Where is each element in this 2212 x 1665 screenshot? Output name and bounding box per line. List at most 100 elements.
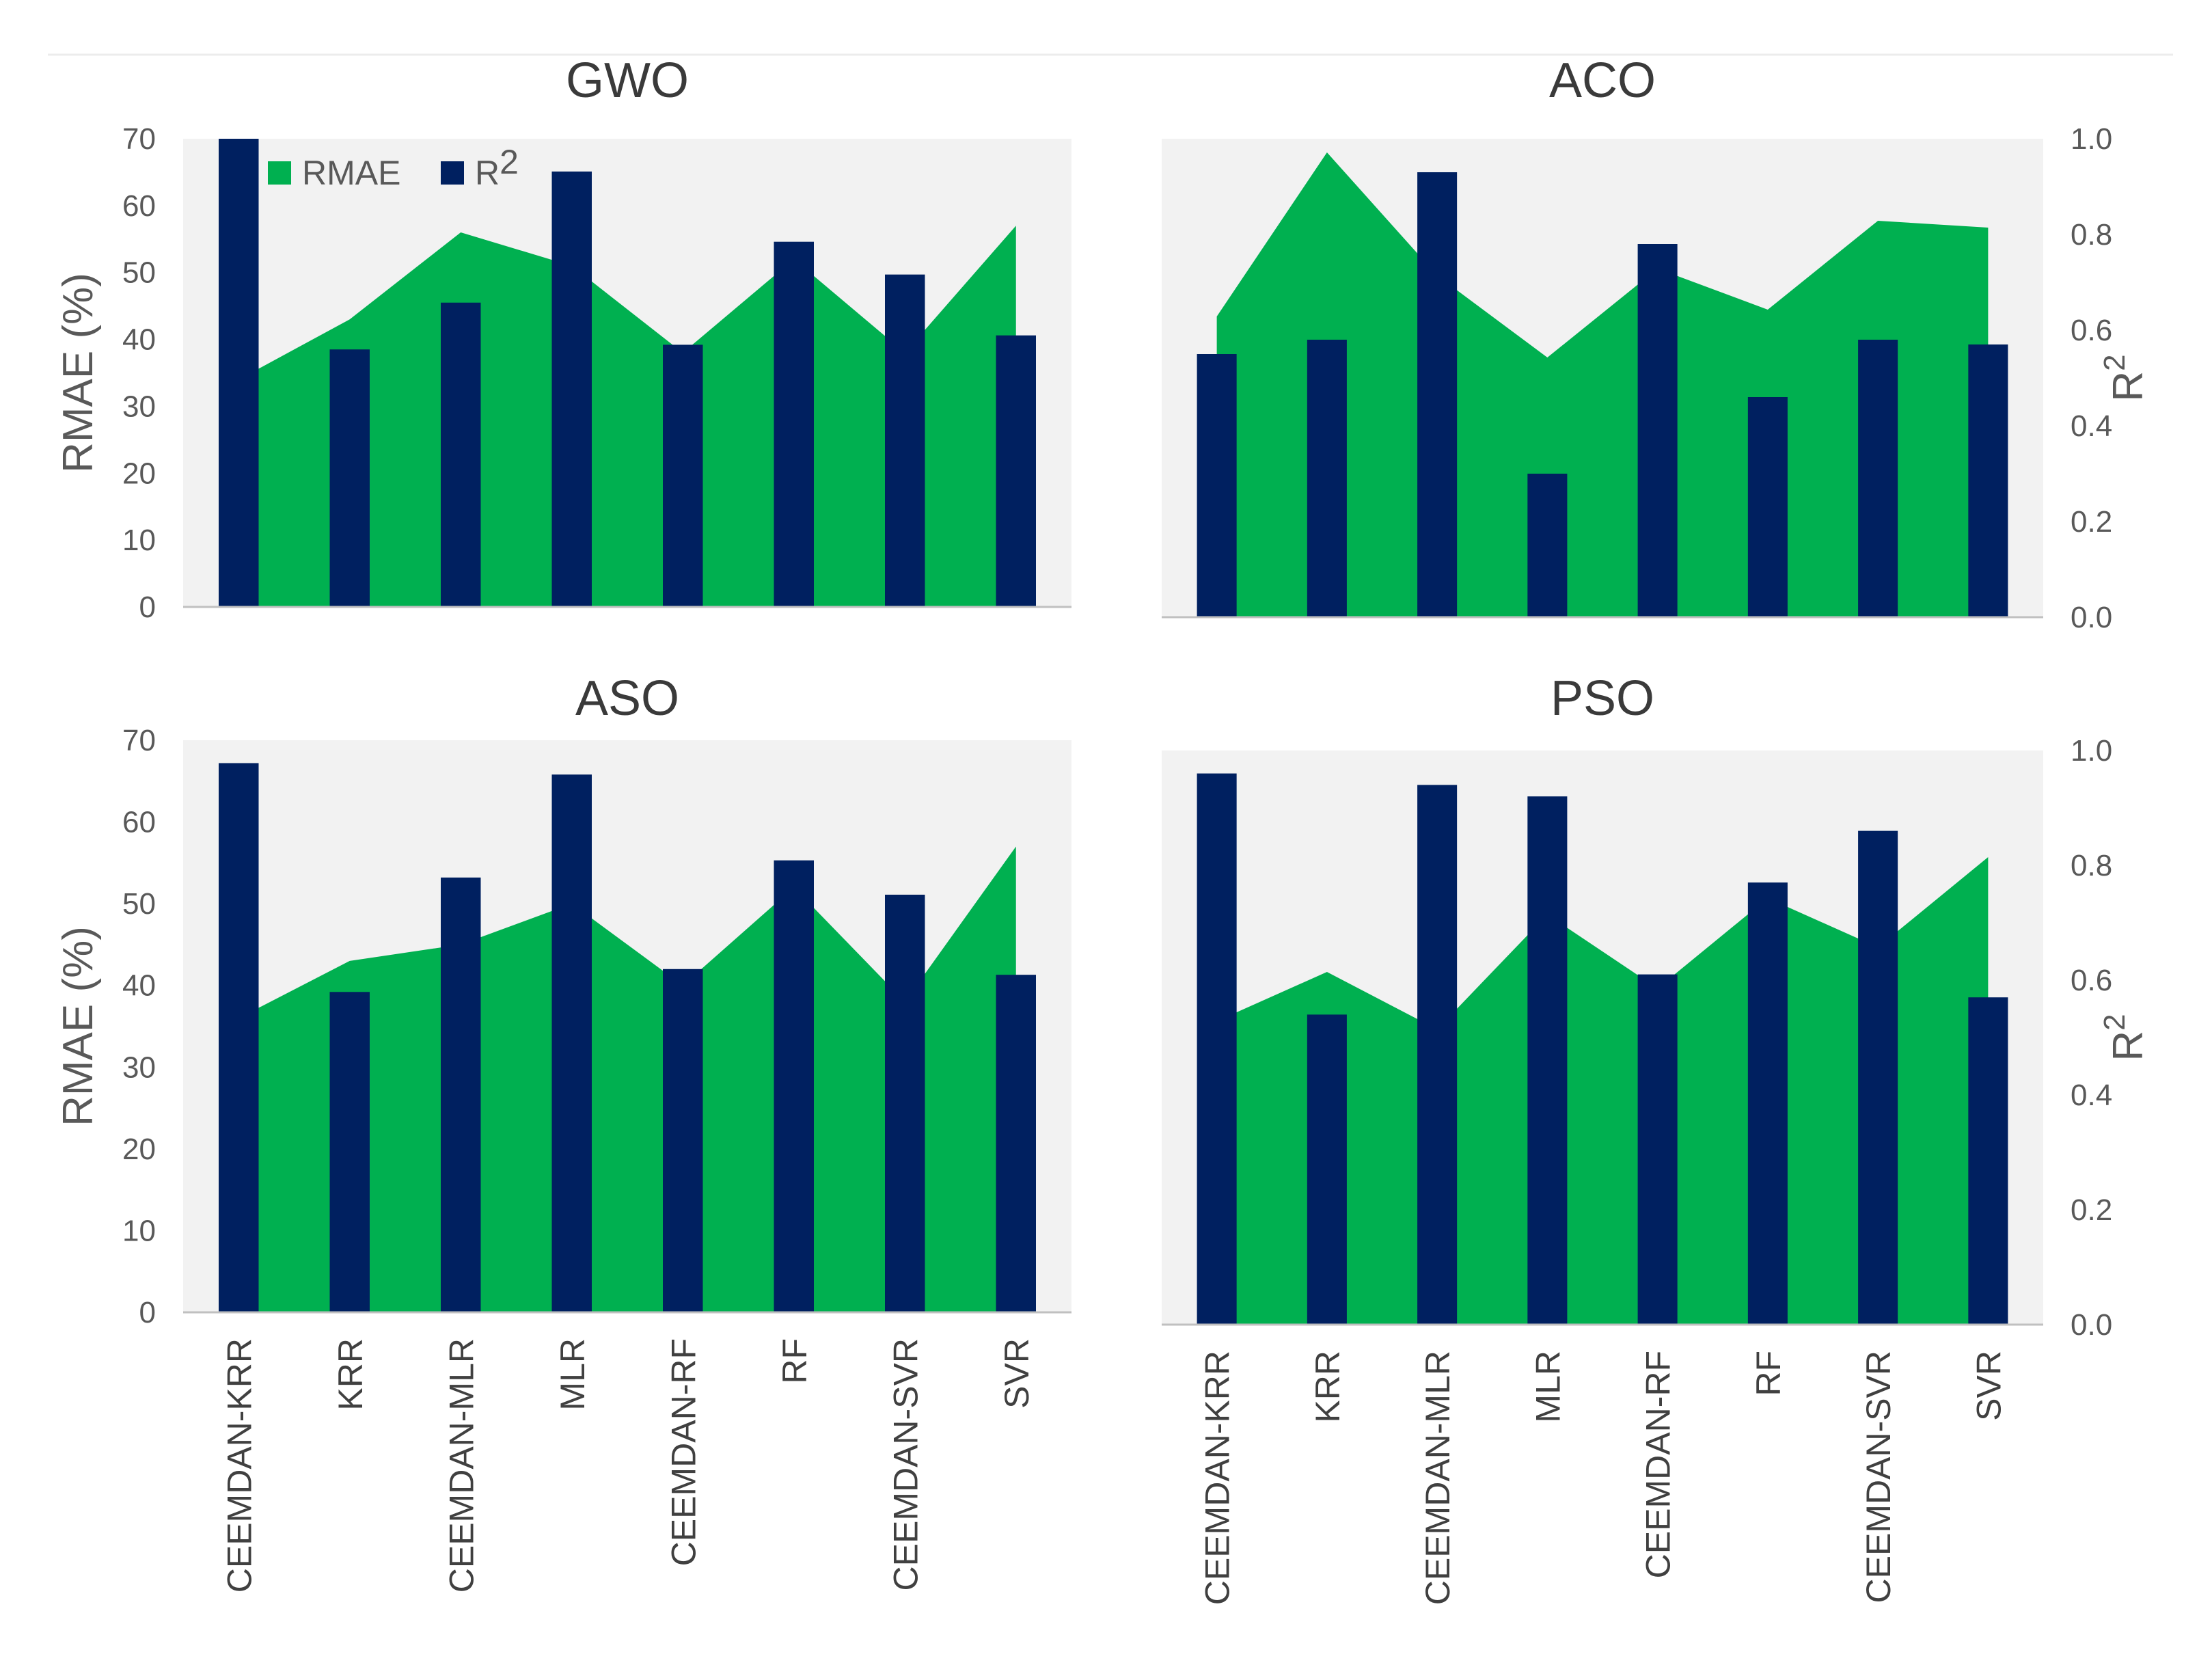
category-label: KRR — [331, 1338, 370, 1411]
y-left-tick: 50 — [122, 256, 156, 290]
category-label: RF — [1749, 1351, 1788, 1396]
r2-bar-mlr — [1527, 474, 1568, 617]
r2-bar-ceemdan-mlr — [1417, 172, 1458, 617]
r2-bar-krr — [1307, 340, 1347, 617]
r2-bar-ceemdan-rf — [1637, 244, 1678, 617]
r2-bar-svr — [996, 335, 1036, 607]
r2-bar-krr — [1307, 1014, 1347, 1325]
category-label: SVR — [1969, 1351, 2008, 1421]
r2-bar-ceemdan-svr — [885, 274, 925, 607]
r2-bar-ceemdan-svr — [885, 894, 925, 1312]
category-label: KRR — [1309, 1351, 1347, 1423]
category-label: CEEMDAN-KRR — [220, 1338, 258, 1593]
r2-bar-rf — [774, 241, 814, 607]
category-label: CEEMDAN-SVR — [886, 1338, 925, 1590]
y-left-tick: 20 — [122, 457, 156, 490]
category-label: MLR — [554, 1338, 592, 1411]
y-left-tick: 60 — [122, 189, 156, 223]
y-left-tick: 20 — [122, 1133, 156, 1166]
legend-swatch-r2 — [441, 161, 464, 185]
y-right-tick: 0.8 — [2071, 218, 2112, 252]
rmae-area — [238, 226, 1016, 607]
y-left-tick: 30 — [122, 1051, 156, 1084]
y-right-tick: 0.8 — [2071, 849, 2112, 882]
r2-bar-ceemdan-svr — [1858, 830, 1898, 1325]
y-right-axis-title-sup: 2 — [2098, 354, 2131, 370]
category-label: CEEMDAN-KRR — [1199, 1351, 1237, 1605]
y-right-tick: 0.0 — [2071, 1308, 2112, 1342]
category-label: CEEMDAN-RF — [664, 1338, 702, 1566]
y-right-tick: 1.0 — [2071, 122, 2112, 156]
legend: RMAE R2 — [268, 143, 519, 192]
r2-bar-rf — [774, 860, 814, 1312]
y-right-tick: 0.2 — [2071, 1193, 2112, 1227]
category-label: RF — [776, 1338, 814, 1384]
y-right-axis-title: R2 — [2098, 1014, 2152, 1061]
r2-bar-ceemdan-rf — [663, 969, 703, 1312]
r2-bar-svr — [996, 975, 1036, 1312]
rmae-area — [1216, 152, 1989, 617]
category-label: CEEMDAN-SVR — [1859, 1351, 1898, 1603]
r2-bar-ceemdan-rf — [1637, 974, 1678, 1325]
r2-bar-krr — [329, 992, 370, 1312]
r2-bar-mlr — [551, 171, 592, 607]
y-left-tick: 30 — [122, 390, 156, 423]
y-left-tick: 0 — [139, 591, 156, 624]
r2-bar-krr — [329, 349, 370, 607]
r2-bar-ceemdan-krr — [1197, 354, 1237, 617]
panel-title: ACO — [1549, 53, 1656, 108]
y-right-axis-title: R2 — [2098, 354, 2152, 401]
panel-aso: ASO 0 10 20 30 40 50 60 70 RMAE (%) CEEMDAN-KRR KRR… — [55, 671, 1071, 1593]
y-left-axis-title: RMAE (%) — [55, 926, 102, 1126]
r2-bar-ceemdan-krr — [219, 763, 259, 1312]
y-left-tick: 40 — [122, 969, 156, 1003]
r2-bar-mlr — [1527, 796, 1568, 1325]
panel-title: GWO — [566, 53, 689, 108]
panel-title: ASO — [575, 671, 679, 726]
y-right-tick: 0.0 — [2071, 601, 2112, 634]
y-left-tick: 60 — [122, 806, 156, 839]
r2-bar-svr — [1968, 344, 2008, 617]
y-left-tick: 0 — [139, 1296, 156, 1329]
r2-bar-ceemdan-svr — [1858, 340, 1898, 617]
legend-swatch-rmae — [268, 161, 291, 185]
r2-bar-mlr — [551, 774, 592, 1312]
category-label: CEEMDAN-MLR — [442, 1338, 480, 1593]
y-left-tick: 10 — [122, 524, 156, 557]
y-left-tick: 50 — [122, 887, 156, 921]
panel-aco: ACO 0.0 0.2 0.4 0.6 0.8 1.0 R2 — [1162, 53, 2152, 634]
legend-label-rmae: RMAE — [302, 154, 400, 192]
category-label: CEEMDAN-MLR — [1419, 1351, 1457, 1605]
r2-bar-ceemdan-mlr — [1417, 785, 1458, 1325]
y-right-axis-title-sup: 2 — [2098, 1014, 2131, 1030]
r2-bar-ceemdan-mlr — [441, 302, 481, 607]
rmae-area — [1216, 857, 1989, 1325]
panel-pso: PSO 0.0 0.2 0.4 0.6 0.8 1.0 R2 CEEMDAN-KRR KRR CEE… — [1162, 671, 2152, 1605]
category-label: MLR — [1529, 1351, 1567, 1423]
r2-bar-rf — [1747, 397, 1788, 617]
panel-gwo: GWO 0 10 20 30 40 50 60 70 RMAE (%) RMAE R2 — [55, 53, 1071, 624]
r2-bar-svr — [1968, 997, 2008, 1325]
y-right-tick: 0.6 — [2071, 964, 2112, 997]
category-label: CEEMDAN-RF — [1639, 1351, 1678, 1578]
y-right-tick: 0.4 — [2071, 1079, 2112, 1112]
y-left-tick: 10 — [122, 1214, 156, 1247]
r2-bar-ceemdan-mlr — [441, 877, 481, 1312]
y-left-tick: 40 — [122, 323, 156, 357]
panel-title: PSO — [1551, 671, 1654, 726]
r2-bar-ceemdan-rf — [663, 344, 703, 607]
r2-bar-rf — [1747, 882, 1788, 1325]
legend-label-r2-sup: 2 — [500, 143, 519, 181]
y-left-tick: 70 — [122, 724, 156, 757]
y-left-tick: 70 — [122, 122, 156, 156]
r2-bar-ceemdan-krr — [219, 139, 259, 607]
y-right-tick: 0.2 — [2071, 505, 2112, 539]
category-label: SVR — [998, 1338, 1036, 1409]
r2-bar-ceemdan-krr — [1197, 773, 1237, 1325]
y-right-tick: 0.4 — [2071, 409, 2112, 443]
rmae-area — [238, 846, 1016, 1312]
y-left-axis-title: RMAE (%) — [55, 273, 102, 473]
y-right-tick: 1.0 — [2071, 734, 2112, 768]
